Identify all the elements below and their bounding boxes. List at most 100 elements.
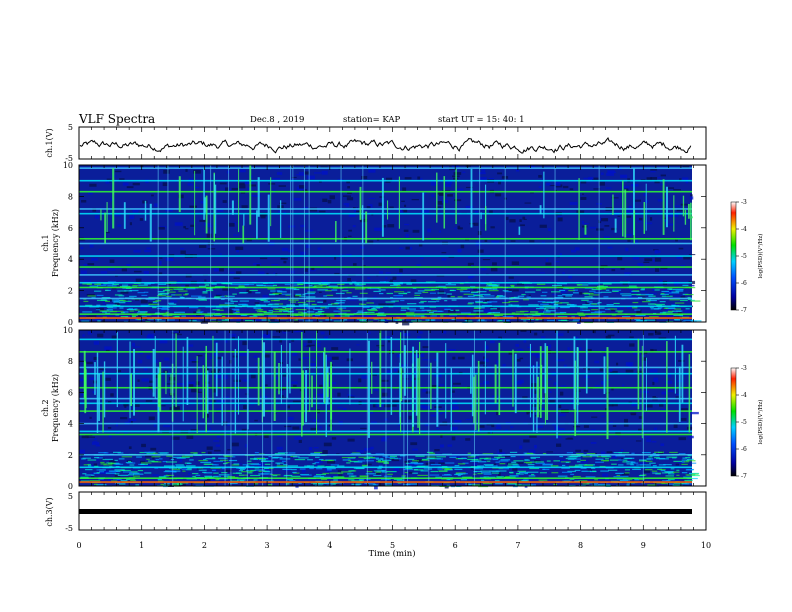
spectrogram-low-band-texture xyxy=(350,453,361,455)
spectrogram-low-band-texture xyxy=(292,471,297,474)
spectrogram-low-band-texture xyxy=(476,291,487,293)
spectrogram-speckle xyxy=(124,405,127,408)
spectrogram-low-band-texture xyxy=(509,451,518,454)
spectrogram-low-band-texture xyxy=(468,302,475,304)
spectrogram-low-band-texture xyxy=(269,294,276,296)
spectrogram-speckle xyxy=(242,379,248,382)
spectrogram-speckle xyxy=(577,347,582,351)
colorbar-tick-label--3: -3 xyxy=(741,365,747,372)
spectrogram-full-streak xyxy=(473,330,475,486)
spectrogram-low-band-texture xyxy=(140,304,150,306)
spectrogram-low-band-texture xyxy=(475,301,486,304)
spectrogram-speckle xyxy=(209,356,215,359)
spectrogram-low-band-texture xyxy=(680,299,688,302)
spectrogram-low-band-texture xyxy=(318,310,325,313)
spectrogram-low-band-texture xyxy=(513,296,520,298)
spectrogram-low-band-texture xyxy=(422,458,428,461)
spectrogram-speckle xyxy=(294,330,299,333)
spectrogram-speckle xyxy=(391,457,400,462)
spectrogram-streak xyxy=(194,170,196,236)
spectrogram-speckle xyxy=(556,443,562,447)
spectrogram-speckle xyxy=(207,248,216,250)
spectrogram-speckle xyxy=(552,352,559,354)
spectrogram-low-band-texture xyxy=(608,469,618,471)
spectrogram-speckle xyxy=(561,289,567,294)
spectrogram-speckle xyxy=(538,186,542,188)
spectrogram-speckle xyxy=(454,227,457,230)
spectrogram-low-band-texture xyxy=(640,464,651,466)
spectrogram-speckle xyxy=(110,393,114,397)
spectrogram-low-band-texture xyxy=(187,467,192,469)
spectrogram-low-band-texture xyxy=(666,456,678,458)
ch1-ylabel: ch.1(V) xyxy=(45,128,54,157)
spectrogram-streak xyxy=(578,178,580,240)
spectrogram-speckle xyxy=(207,451,212,455)
spectrogram-speckle xyxy=(421,190,427,195)
spectrogram-speckle xyxy=(109,259,115,263)
spectrogram-speckle xyxy=(528,449,536,454)
spectrogram-low-band-texture xyxy=(519,471,529,474)
spectrogram-speckle xyxy=(554,189,557,192)
spectrogram-speckle xyxy=(304,268,309,272)
spectrogram-low-band-texture xyxy=(458,457,468,460)
spectrogram-streak xyxy=(681,344,684,403)
spectrogram-speckle xyxy=(495,193,502,197)
spectrogram-speckle xyxy=(323,442,332,447)
spectrogram-speckle xyxy=(684,309,692,314)
spectrogram-speckle xyxy=(563,364,567,369)
spectrogram-low-band-texture xyxy=(278,310,288,312)
spectrogram-speckle xyxy=(654,331,661,335)
spectrogram-speckle xyxy=(114,302,120,306)
spectrogram-low-band-texture xyxy=(294,319,298,321)
spectrogram-speckle xyxy=(660,409,667,411)
spectrogram-speckle xyxy=(465,165,471,168)
spectrogram-speckle xyxy=(320,166,328,168)
spectrogram-low-band-texture xyxy=(535,462,545,464)
spectrogram-speckle xyxy=(671,303,676,306)
spectrogram-low-band-texture xyxy=(526,452,533,454)
spectrogram-low-band-texture xyxy=(321,482,330,485)
spectrogram-low-band-texture xyxy=(348,460,352,462)
spectrogram-speckle xyxy=(420,257,424,260)
spectrogram-low-band-texture xyxy=(89,480,101,482)
spectrogram-low-band-texture xyxy=(358,456,366,458)
spectrogram-speckle xyxy=(496,423,501,427)
spectrogram-speckle xyxy=(327,459,336,464)
spectrogram-full-streak xyxy=(271,330,273,486)
spectrogram-low-band-texture xyxy=(228,304,238,306)
spectrogram-speckle xyxy=(212,388,216,393)
spectrogram-speckle xyxy=(586,368,590,371)
spectrogram-full-streak xyxy=(167,165,169,322)
spectrogram-low-band-texture xyxy=(122,300,132,302)
spectrogram-streak xyxy=(212,335,214,424)
spectrogram-speckle xyxy=(293,294,302,299)
spectrogram-low-band-texture xyxy=(535,461,544,463)
spectrogram-speckle xyxy=(331,437,337,440)
spectrogram-low-band-texture xyxy=(207,312,216,314)
spectrogram-low-band-texture xyxy=(255,292,261,294)
spectrogram-speckle xyxy=(348,395,355,399)
spectrogram-speckle xyxy=(600,218,609,222)
spectrogram-low-band-texture xyxy=(269,303,279,305)
spectrogram-low-band-texture xyxy=(272,311,283,313)
spectrogram-speckle xyxy=(171,436,180,440)
spectrogram-speckle xyxy=(638,465,647,467)
spectrogram-low-band-texture xyxy=(287,465,298,467)
spectrogram-speckle xyxy=(543,313,549,317)
spectrogram-low-band-texture xyxy=(256,311,267,313)
spectrogram-low-band-texture xyxy=(652,465,657,467)
spectrogram-speckle xyxy=(241,428,247,431)
spectrogram-low-band-texture xyxy=(438,470,448,472)
spectrogram-low-band-texture xyxy=(359,475,370,477)
spectrogram-speckle xyxy=(399,247,404,250)
spectrogram-low-band-texture xyxy=(155,312,160,314)
spectrogram-low-band-texture xyxy=(230,284,241,286)
spectrogram-speckle xyxy=(343,195,352,197)
spectrogram-speckle xyxy=(159,260,162,265)
spectrogram-low-band-texture xyxy=(163,465,175,467)
spectrogram-low-band-texture xyxy=(615,310,624,312)
spectrogram-low-band-texture xyxy=(105,472,116,474)
spectrogram-low-band-texture xyxy=(285,307,293,310)
spectrogram-low-band-texture xyxy=(605,458,609,460)
spectrogram-speckle xyxy=(682,165,690,169)
